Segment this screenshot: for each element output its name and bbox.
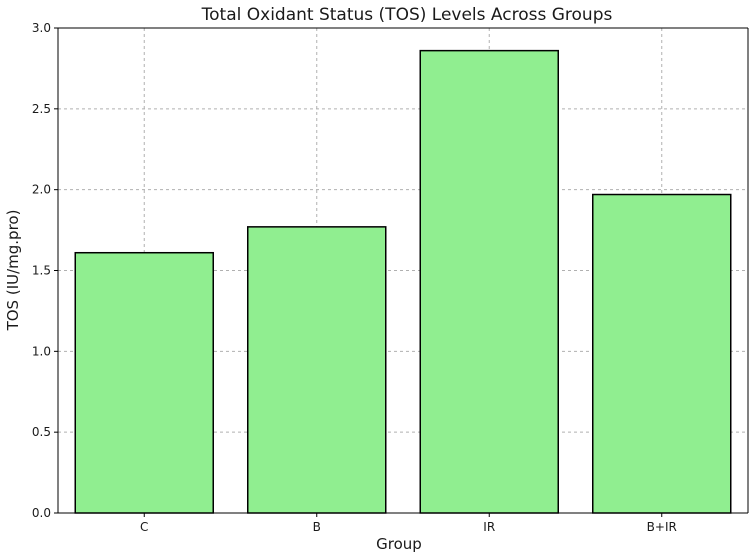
y-axis-label: TOS (IU/mg.pro) xyxy=(4,210,22,332)
bar-b xyxy=(247,226,387,514)
y-tick-label: 3.0 xyxy=(32,21,51,35)
x-tick-label: B+IR xyxy=(647,520,677,534)
x-axis-label: Group xyxy=(376,535,422,553)
y-tick-label: 0.5 xyxy=(32,425,51,439)
bars-group xyxy=(74,49,732,514)
x-ticks: C B IR B+IR xyxy=(140,513,677,534)
x-tick-label: B xyxy=(313,520,321,534)
y-tick-label: 1.0 xyxy=(32,344,51,358)
x-tick-label: IR xyxy=(483,520,495,534)
y-tick-label: 1.5 xyxy=(32,264,51,278)
y-tick-label: 0.0 xyxy=(32,506,51,520)
y-ticks: 0.0 0.5 1.0 1.5 2.0 2.5 3.0 xyxy=(32,21,58,520)
bar-c xyxy=(74,251,214,514)
x-tick-label: C xyxy=(140,520,148,534)
chart-title: Total Oxidant Status (TOS) Levels Across… xyxy=(201,5,613,25)
bar-ir xyxy=(419,49,559,514)
y-tick-label: 2.5 xyxy=(32,102,51,116)
y-tick-label: 2.0 xyxy=(32,183,51,197)
bar-b-ir xyxy=(592,193,732,514)
